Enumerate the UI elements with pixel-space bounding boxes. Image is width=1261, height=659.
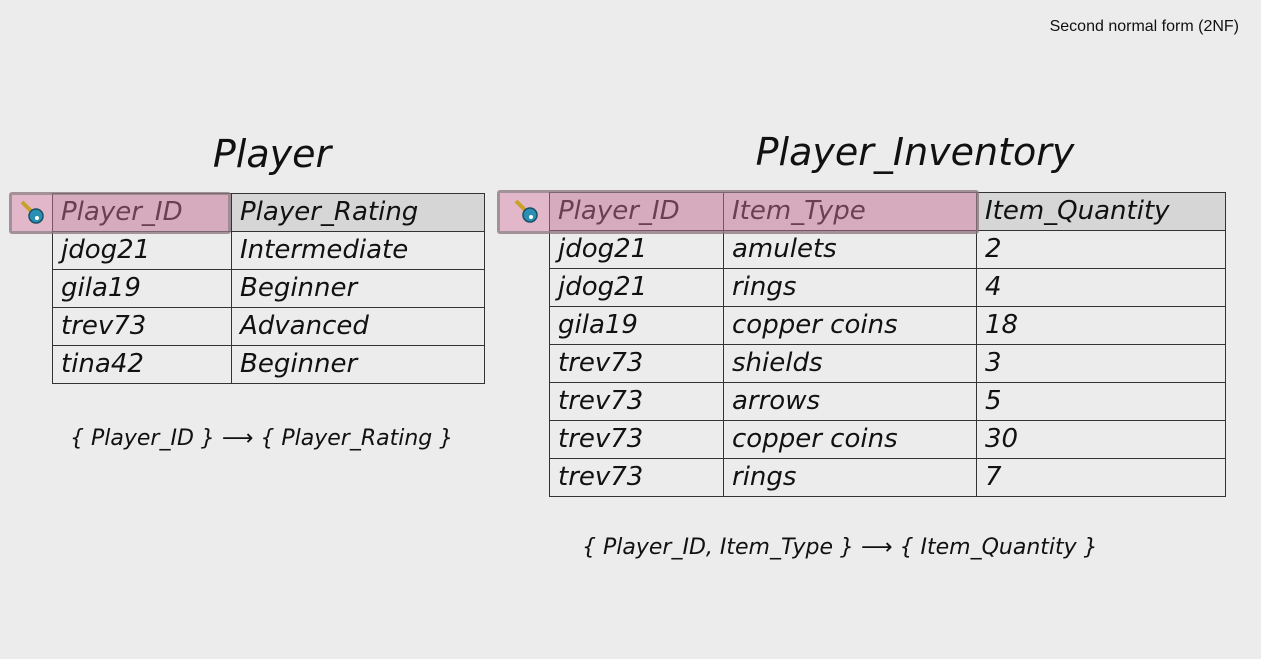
column-header: Item_Quantity bbox=[976, 192, 1226, 231]
table-cell: trev73 bbox=[549, 420, 724, 459]
table-row: trev73 copper coins 30 bbox=[549, 420, 1226, 459]
column-header: Player_ID bbox=[549, 192, 724, 231]
table-cell: trev73 bbox=[549, 344, 724, 383]
inventory-title: Player_Inventory bbox=[755, 130, 1075, 174]
table-row: jdog21 rings 4 bbox=[549, 268, 1226, 307]
caption: Second normal form (2NF) bbox=[1049, 18, 1239, 35]
table-cell: tina42 bbox=[52, 345, 232, 384]
table-cell: copper coins bbox=[723, 306, 977, 345]
table-row: trev73 rings 7 bbox=[549, 458, 1226, 497]
table-cell: amulets bbox=[723, 230, 977, 269]
table-row: jdog21 amulets 2 bbox=[549, 230, 1226, 269]
table-cell: jdog21 bbox=[52, 231, 232, 270]
table-cell: rings bbox=[723, 268, 977, 307]
table-cell: trev73 bbox=[52, 307, 232, 346]
table-cell: shields bbox=[723, 344, 977, 383]
table-cell: 4 bbox=[976, 268, 1226, 307]
primary-key-highlight bbox=[497, 190, 979, 234]
player-dependency: { Player_ID } ⟶ { Player_Rating } bbox=[70, 426, 454, 451]
table-cell: Advanced bbox=[231, 307, 485, 346]
table-cell: Beginner bbox=[231, 345, 485, 384]
table-cell: trev73 bbox=[549, 458, 724, 497]
table-cell: Intermediate bbox=[231, 231, 485, 270]
table-row: trev73 arrows 5 bbox=[549, 382, 1226, 421]
primary-key-highlight bbox=[9, 192, 231, 234]
table-row: trev73 shields 3 bbox=[549, 344, 1226, 383]
table-cell: arrows bbox=[723, 382, 977, 421]
key-icon bbox=[20, 200, 44, 224]
table-header-row: Player_ID Player_Rating bbox=[52, 193, 485, 232]
table-cell: gila19 bbox=[52, 269, 232, 308]
table-cell: 30 bbox=[976, 420, 1226, 459]
column-header: Item_Type bbox=[723, 192, 977, 231]
table-row: gila19 copper coins 18 bbox=[549, 306, 1226, 345]
table-cell: 5 bbox=[976, 382, 1226, 421]
table-row: trev73 Advanced bbox=[52, 307, 485, 346]
table-cell: 3 bbox=[976, 344, 1226, 383]
player-table: Player_ID Player_Rating jdog21 Intermedia… bbox=[52, 193, 485, 384]
table-cell: trev73 bbox=[549, 382, 724, 421]
column-header: Player_Rating bbox=[231, 193, 485, 232]
table-cell: jdog21 bbox=[549, 230, 724, 269]
key-icon bbox=[514, 199, 538, 223]
table-cell: gila19 bbox=[549, 306, 724, 345]
table-row: jdog21 Intermediate bbox=[52, 231, 485, 270]
table-row: gila19 Beginner bbox=[52, 269, 485, 308]
table-cell: copper coins bbox=[723, 420, 977, 459]
player-title: Player bbox=[212, 132, 332, 176]
inventory-table: Player_ID Item_Type Item_Quantity jdog21… bbox=[549, 192, 1226, 497]
table-cell: 7 bbox=[976, 458, 1226, 497]
table-cell: 18 bbox=[976, 306, 1226, 345]
table-cell: jdog21 bbox=[549, 268, 724, 307]
table-row: tina42 Beginner bbox=[52, 345, 485, 384]
inventory-dependency: { Player_ID, Item_Type } ⟶ { Item_Quanti… bbox=[582, 535, 1098, 560]
table-cell: 2 bbox=[976, 230, 1226, 269]
table-header-row: Player_ID Item_Type Item_Quantity bbox=[549, 192, 1226, 231]
table-cell: Beginner bbox=[231, 269, 485, 308]
table-cell: rings bbox=[723, 458, 977, 497]
column-header: Player_ID bbox=[52, 193, 232, 232]
